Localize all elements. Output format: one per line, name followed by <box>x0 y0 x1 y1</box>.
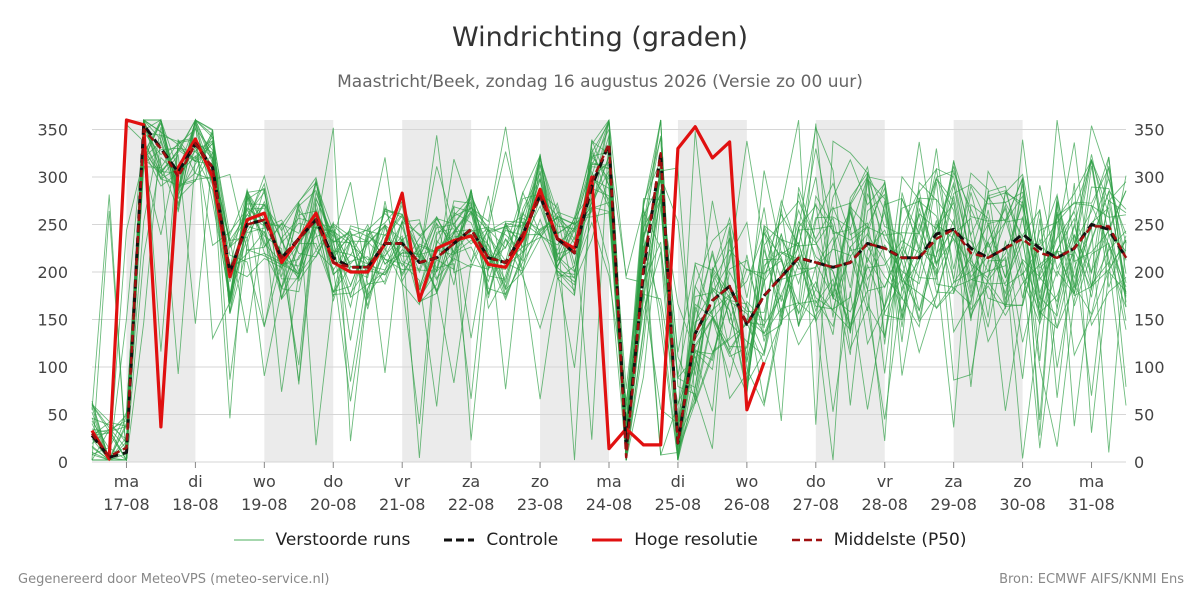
ensemble-line <box>91 119 1127 461</box>
legend-label-median: Middelste (P50) <box>833 530 967 550</box>
x-tick-day: za <box>945 472 963 491</box>
x-tick-day: di <box>671 472 686 491</box>
y-tick-label-right: 250 <box>1134 216 1165 235</box>
legend-label-high-res: Hoge resolutie <box>634 530 758 550</box>
ensemble-line <box>91 140 1127 462</box>
x-tick-day: zo <box>531 472 549 491</box>
x-tick-date: 26-08 <box>724 495 771 514</box>
x-tick-date: 28-08 <box>861 495 908 514</box>
chart-subtitle: Maastricht/Beek, zondag 16 augustus 2026… <box>337 72 863 92</box>
y-tick-label-right: 300 <box>1134 168 1165 187</box>
x-tick-day: wo <box>735 472 758 491</box>
x-tick-date: 29-08 <box>930 495 977 514</box>
x-tick-date: 22-08 <box>448 495 495 514</box>
legend-label-control: Controle <box>486 530 559 550</box>
x-tick-day: vr <box>877 472 893 491</box>
y-tick-label-left: 50 <box>48 406 68 425</box>
x-tick-date: 23-08 <box>517 495 564 514</box>
x-tick-date: 17-08 <box>103 495 150 514</box>
y-tick-label-right: 100 <box>1134 358 1165 377</box>
y-tick-label-left: 100 <box>37 358 68 377</box>
y-tick-label-right: 50 <box>1134 406 1154 425</box>
legend-item-high-res: Hoge resolutie <box>592 530 758 550</box>
ensemble-line <box>91 138 1127 461</box>
y-tick-label-left: 250 <box>37 216 68 235</box>
ensemble-line <box>92 145 1127 461</box>
y-tick-label-right: 200 <box>1134 263 1165 282</box>
ensemble-line <box>91 119 1127 462</box>
legend-item-median: Middelste (P50) <box>791 530 967 550</box>
x-tick-date: 30-08 <box>999 495 1046 514</box>
ensemble-line <box>91 119 1127 461</box>
x-tick-day: vr <box>394 472 410 491</box>
chart-title: Windrichting (graden) <box>451 22 749 53</box>
y-tick-label-right: 0 <box>1134 453 1144 472</box>
x-tick-date: 31-08 <box>1068 495 1115 514</box>
legend-label-perturbed: Verstoorde runs <box>275 530 411 550</box>
footer-generator: Gegenereerd door MeteoVPS (meteo-service… <box>18 572 330 587</box>
x-tick-day: do <box>806 472 826 491</box>
x-tick-day: di <box>188 472 203 491</box>
y-tick-label-left: 300 <box>37 168 68 187</box>
legend-swatch-perturbed <box>233 539 264 541</box>
footer-source: Bron: ECMWF AIFS/KNMI Ens <box>999 572 1184 587</box>
series-line-controle <box>90 123 1128 459</box>
x-tick-date: 27-08 <box>793 495 840 514</box>
x-tick-date: 25-08 <box>655 495 702 514</box>
legend-swatch-high-res <box>592 538 623 542</box>
x-tick-day: ma <box>114 472 139 491</box>
legend-item-perturbed-runs: Verstoorde runs <box>233 530 411 550</box>
x-tick-date: 24-08 <box>586 495 633 514</box>
x-tick-date: 19-08 <box>241 495 288 514</box>
y-tick-label-left: 200 <box>37 263 68 282</box>
x-tick-date: 18-08 <box>172 495 219 514</box>
y-tick-label-left: 350 <box>37 121 68 140</box>
x-tick-day: ma <box>1079 472 1104 491</box>
ensemble-line <box>92 118 1127 461</box>
series-line-middelste-p50- <box>91 128 1128 459</box>
x-tick-day: za <box>462 472 480 491</box>
y-tick-label-right: 150 <box>1134 311 1165 330</box>
x-tick-day: wo <box>253 472 276 491</box>
y-tick-label-right: 350 <box>1134 121 1165 140</box>
x-tick-date: 21-08 <box>379 495 426 514</box>
legend-item-control: Controle <box>444 530 558 550</box>
y-tick-label-left: 0 <box>58 453 68 472</box>
legend-swatch-median <box>791 538 822 542</box>
ensemble-line <box>91 141 1127 461</box>
x-tick-date: 20-08 <box>310 495 357 514</box>
x-tick-day: do <box>323 472 343 491</box>
shaded-day <box>815 120 885 462</box>
x-tick-day: ma <box>596 472 621 491</box>
legend: Verstoorde runs Controle Hoge resolutie … <box>0 530 1200 550</box>
x-tick-day: zo <box>1014 472 1032 491</box>
legend-swatch-control <box>444 538 475 542</box>
y-tick-label-left: 150 <box>37 311 68 330</box>
